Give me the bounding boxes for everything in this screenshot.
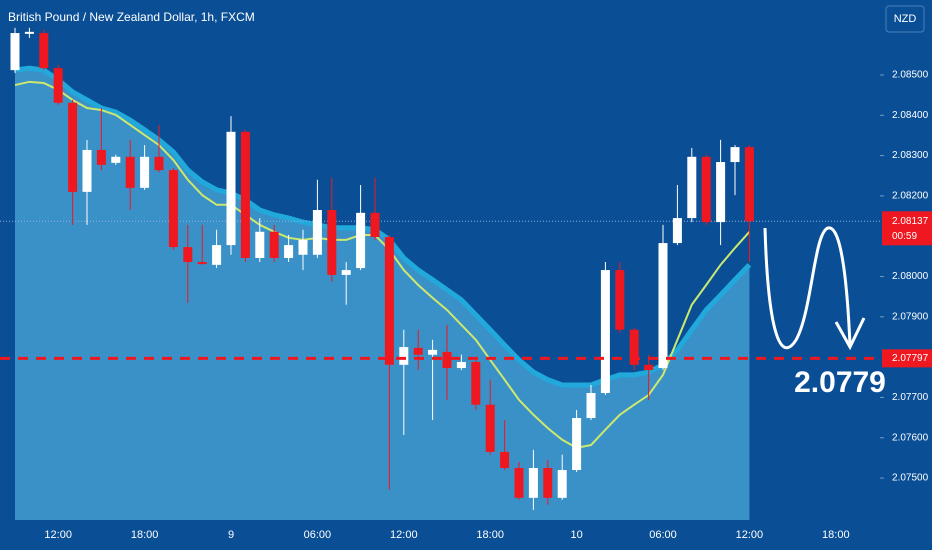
candle-body bbox=[240, 131, 250, 258]
x-tick-label: 10 bbox=[570, 529, 582, 541]
candle-body bbox=[212, 245, 222, 265]
x-tick-label: 9 bbox=[228, 529, 234, 541]
candle-body bbox=[68, 102, 78, 192]
x-tick-label: 12:00 bbox=[390, 529, 418, 541]
candle-body bbox=[183, 247, 193, 263]
candle-body bbox=[456, 361, 466, 369]
ema-line bbox=[14, 80, 751, 449]
candle-body bbox=[356, 212, 366, 269]
candle-body bbox=[269, 231, 279, 258]
currency-label[interactable]: NZD bbox=[894, 13, 917, 25]
annotation: 2.0779 bbox=[794, 366, 886, 399]
candle-body bbox=[716, 162, 726, 223]
candle-body bbox=[528, 468, 538, 498]
candle-body bbox=[312, 210, 322, 255]
candle-body bbox=[672, 218, 682, 244]
candle-body bbox=[370, 212, 380, 238]
x-tick-label: 18:00 bbox=[822, 529, 850, 541]
candle-body bbox=[226, 131, 236, 246]
candle-body bbox=[413, 347, 423, 355]
price-label-box bbox=[882, 211, 932, 246]
candle-body bbox=[154, 156, 164, 171]
candle-body bbox=[284, 245, 294, 258]
candle-body bbox=[428, 349, 438, 355]
candle-body bbox=[140, 156, 150, 188]
candle-body bbox=[500, 451, 510, 468]
candle-body bbox=[327, 210, 337, 275]
candle-body bbox=[730, 147, 740, 163]
forecast-arrow bbox=[763, 226, 852, 350]
candle-body bbox=[442, 351, 452, 369]
candle-body bbox=[111, 156, 121, 163]
y-tick-label: 2.07600 bbox=[892, 432, 929, 443]
candle-body bbox=[557, 470, 567, 498]
y-tick-label: 2.08400 bbox=[892, 110, 929, 121]
candle-body bbox=[24, 31, 34, 34]
x-tick-label: 06:00 bbox=[304, 529, 332, 541]
level-label-box bbox=[882, 349, 932, 368]
candle-body bbox=[658, 243, 668, 369]
y-tick-label: 2.08500 bbox=[892, 70, 929, 81]
x-tick-label: 18:00 bbox=[131, 529, 159, 541]
y-tick-label: 2.08000 bbox=[892, 271, 929, 282]
candle-body bbox=[543, 468, 553, 498]
candle-body bbox=[629, 329, 639, 365]
candle-body bbox=[82, 149, 92, 192]
level-label: 2.07797 bbox=[892, 353, 929, 364]
price-label: 2.08137 bbox=[892, 216, 929, 227]
candle-body bbox=[744, 147, 754, 222]
chart-title: British Pound / New Zealand Dollar, 1h, … bbox=[8, 10, 255, 24]
candle-body bbox=[586, 393, 596, 419]
candle-body bbox=[39, 33, 49, 69]
countdown-label: 00:59 bbox=[892, 231, 917, 242]
candle-body bbox=[168, 170, 178, 248]
y-tick-label: 2.08200 bbox=[892, 191, 929, 202]
band-line bbox=[14, 65, 752, 388]
candle-body bbox=[341, 270, 351, 275]
candle-body bbox=[298, 239, 308, 255]
candle-body bbox=[514, 468, 524, 498]
x-tick-label: 12:00 bbox=[736, 529, 764, 541]
x-tick-label: 06:00 bbox=[649, 529, 677, 541]
candle-body bbox=[471, 361, 481, 405]
candle-body bbox=[384, 237, 394, 365]
candle-body bbox=[53, 68, 63, 103]
currency-button[interactable] bbox=[885, 5, 925, 33]
candle-body bbox=[485, 404, 495, 452]
y-tick-label: 2.08300 bbox=[892, 150, 929, 161]
candle-body bbox=[399, 347, 409, 365]
x-tick-label: 12:00 bbox=[44, 529, 72, 541]
candle-body bbox=[615, 270, 625, 330]
candle-body bbox=[644, 364, 654, 371]
x-tick-label: 18:00 bbox=[476, 529, 504, 541]
candle-body bbox=[125, 156, 135, 188]
candle-body bbox=[96, 149, 106, 165]
y-tick-label: 2.07500 bbox=[892, 473, 929, 484]
candle-body bbox=[572, 418, 582, 471]
candle-body bbox=[10, 33, 20, 71]
y-tick-label: 2.07700 bbox=[892, 392, 929, 403]
candle-body bbox=[197, 262, 207, 265]
candle-body bbox=[255, 231, 265, 258]
candle-body bbox=[701, 156, 711, 223]
candle-body bbox=[600, 270, 610, 394]
y-tick-label: 2.07900 bbox=[892, 311, 929, 322]
candle-body bbox=[687, 156, 697, 219]
arrow-head bbox=[834, 317, 866, 351]
